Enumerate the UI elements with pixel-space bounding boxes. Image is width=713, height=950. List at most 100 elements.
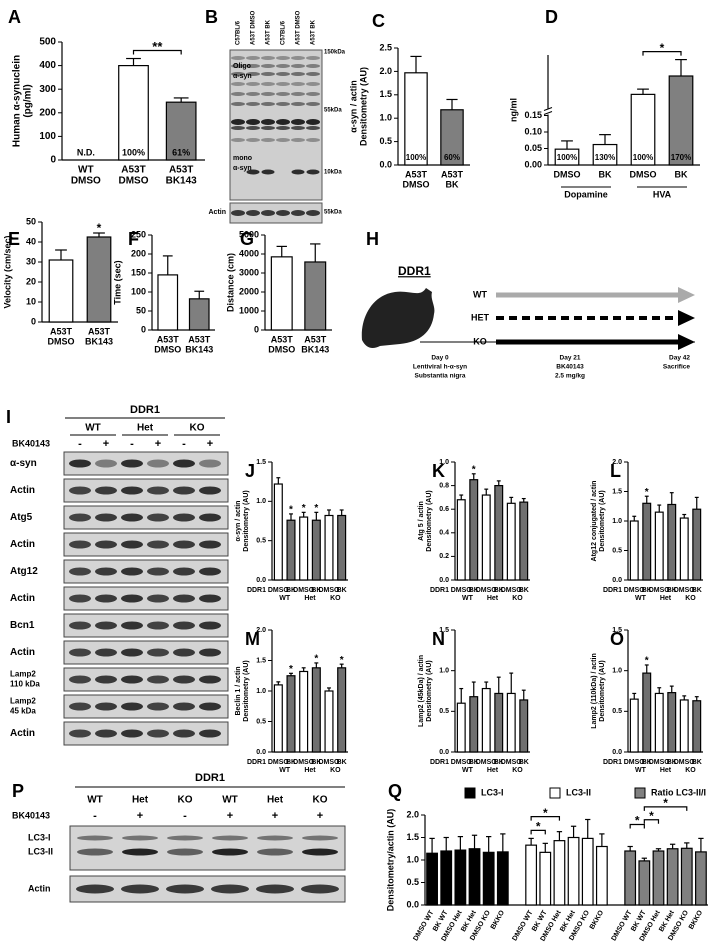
bar [642,502,652,581]
y-tick-label: 1.0 [612,668,622,675]
significance: ** [152,39,163,54]
bar [273,483,283,581]
bar [679,517,689,581]
y-tick-label: 20 [26,276,36,286]
blot [63,721,229,746]
x-tick-label: A53T [50,326,73,336]
y-tick-label: 0.6 [439,506,449,513]
y-tick-label: 150 [131,267,146,277]
axis-break [543,107,553,111]
group-label: Het [660,767,672,774]
blot-band [231,64,245,68]
treatment-sign: - [93,810,97,822]
blot-band [199,594,221,603]
blot-band [231,138,245,142]
y-tick-label: 100 [131,286,146,296]
x-tick-label: BK [519,759,529,766]
bar [270,256,293,331]
significance: * [543,806,548,820]
x-tick-label: BK [337,759,347,766]
blot-band [291,119,305,125]
blot-band [199,675,221,684]
panel-letter: A [8,7,21,27]
blot [63,694,229,719]
bar [692,508,702,581]
blot-band [147,594,169,603]
blot [63,451,229,476]
treatment-sign: + [272,810,278,822]
blot-band [69,459,91,468]
lane-label: A53T BK [266,19,272,45]
bar [494,485,504,581]
blot-band [306,126,320,130]
blot-band [291,56,305,60]
group-label: KO [190,423,205,434]
blot-band [121,884,159,894]
blot-band [95,621,117,630]
blot-band [77,848,113,856]
y-tick-label: 1000 [239,305,259,315]
treatment-sign: - [182,438,186,450]
bar [273,684,283,753]
y-tick-label: 1.5 [612,627,622,634]
x-tick-label: BKKO [589,909,606,931]
panel-letter: K [432,461,445,481]
bar [525,844,538,906]
treatment-sign: + [207,438,213,450]
x-tick-label: DMSO WT [511,909,534,942]
bar [286,675,296,753]
arrow-head [678,287,695,303]
group-label: WT [462,767,474,774]
y-axis-label: Velocity (cm/sec) [2,235,12,308]
significance: * [649,809,654,823]
blot-band [121,675,143,684]
timepoint-label: Substantia nigra [415,373,466,380]
x-tick-label: DMSO [48,336,75,346]
y-axis-label: Lamp2 (45kDa) / actin [418,655,425,727]
legend-swatch [634,787,646,799]
legend-label: LC3-I [481,787,504,797]
treatment-sign: + [103,438,109,450]
timepoint-label: Sacrifice [663,364,690,371]
lane-label: A53T DMSO [296,10,302,45]
x-tick-label: DMSO [268,344,295,354]
x-tick-label: DMSO [319,759,341,766]
y-axis-label: Densitometry (AU) [243,660,250,721]
blot-band [211,884,249,894]
blot-band [147,621,169,630]
blot-band [246,169,260,175]
blot-band [121,513,143,522]
blot-band [276,102,290,106]
x-tick-label: DMSO [674,587,696,594]
bar [469,696,479,753]
blot-band [306,169,320,175]
bar [286,519,296,581]
bar-note: 61% [172,147,190,157]
blot-band [261,119,275,125]
blot-band [199,702,221,711]
significance: * [660,41,665,55]
x-tick-label: DMSO WT [412,909,435,942]
blot-band [261,126,275,130]
row-label: Actin [209,209,227,216]
treatment-label: BK40143 [12,438,50,448]
y-tick-label: 0.5 [612,547,622,554]
legend-label: LC3-II [566,787,591,797]
blot-band [95,675,117,684]
y-axis-label: ng/ml [508,98,518,122]
y-tick-label: 1.5 [256,459,266,466]
y-axis-label: Atg12 conjugated / actin [591,481,598,562]
x-tick-label: DMSO [476,587,498,594]
bar [404,72,428,166]
treatment-sign: - [183,810,187,822]
blot-band [173,459,195,468]
group-label: Het [304,595,316,602]
group-label: HVA [653,189,672,199]
row-label: Oligo [233,63,251,70]
y-tick-label: 0.5 [439,708,449,715]
y-axis-label: α-syn / actin [348,80,358,133]
bar [680,847,693,906]
y-tick-label: 1.0 [379,113,392,123]
blot-band [261,82,275,86]
marker-label: 55kDa [324,108,342,114]
